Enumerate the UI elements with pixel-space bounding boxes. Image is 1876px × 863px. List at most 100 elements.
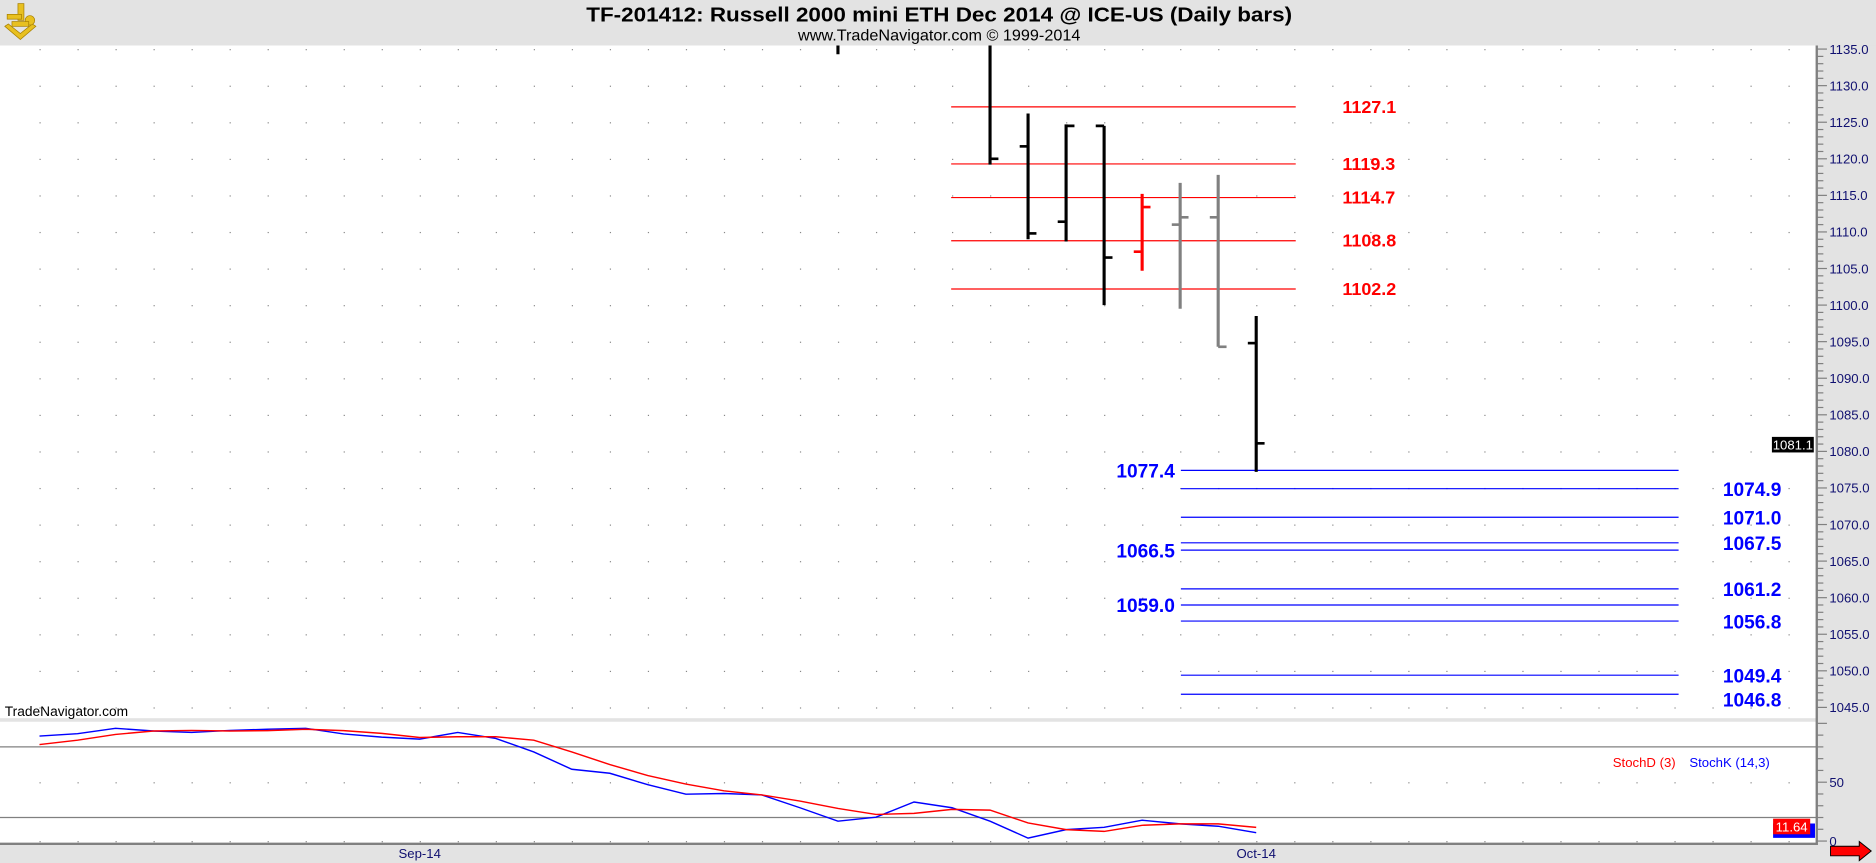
grid-dot (305, 782, 307, 784)
grid-dot (495, 597, 497, 599)
grid-dot (1256, 195, 1258, 197)
grid-dot (229, 524, 231, 526)
grid-dot (1408, 305, 1410, 307)
grid-dot (1712, 561, 1714, 563)
grid-dot (457, 451, 459, 453)
grid-dot (1066, 414, 1068, 417)
grid-dot (1332, 707, 1334, 709)
grid-dot (647, 841, 650, 843)
grid-dot (191, 122, 193, 124)
grid-dot (1408, 158, 1410, 160)
grid-dot (1142, 634, 1144, 636)
grid-dot (571, 231, 573, 234)
ohlc-bar (1171, 182, 1189, 309)
grid-dot (799, 524, 802, 526)
grid-dot (875, 195, 878, 197)
grid-dot (837, 707, 840, 709)
grid-dot (1370, 634, 1372, 636)
grid-dot (533, 85, 535, 87)
grid-dot (723, 670, 726, 673)
grid-dot (571, 707, 573, 709)
grid-dot (1636, 670, 1638, 673)
grid-dot (609, 524, 612, 526)
grid-dot (1408, 341, 1410, 343)
grid-dot (799, 634, 802, 636)
grid-dot (875, 597, 878, 599)
grid-dot (571, 305, 573, 307)
scroll-right-button[interactable] (1830, 840, 1872, 862)
grid-dot (1408, 85, 1410, 87)
grid-dot (39, 378, 41, 380)
grid-dot (1294, 49, 1296, 51)
grid-dot (1104, 85, 1106, 87)
grid-dot (1218, 158, 1220, 160)
grid-dot (761, 634, 764, 636)
grid-dot (952, 487, 954, 490)
grid-dot (1560, 561, 1562, 563)
grid-dot (1598, 634, 1600, 636)
grid-dot (229, 487, 231, 490)
grid-dot (1598, 341, 1600, 343)
grid-dot (990, 707, 992, 709)
red-arrow-right-icon[interactable] (1830, 840, 1872, 862)
grid-dot (495, 305, 497, 307)
grid-dot (1180, 782, 1182, 784)
grid-dot (1712, 195, 1714, 197)
grid-dot (1522, 414, 1524, 417)
grid-dot (609, 122, 612, 124)
grid-dot (1408, 231, 1410, 234)
grid-dot (609, 782, 612, 784)
grid-dot (1218, 597, 1220, 599)
grid-dot (1142, 841, 1144, 843)
grid-dot (1750, 841, 1752, 843)
ohlc-bar (988, 45, 999, 165)
grid-dot (229, 195, 231, 197)
grid-dot (1142, 561, 1144, 563)
grid-dot (1750, 85, 1752, 87)
price-pane[interactable] (0, 45, 1817, 719)
stochD-line (39, 728, 1257, 833)
grid-dot (723, 122, 726, 124)
grid-dot (77, 561, 79, 563)
grid-dot (343, 231, 345, 234)
grid-dot (952, 85, 954, 87)
grid-dot (267, 378, 269, 380)
grid-dot (761, 782, 764, 784)
grid-dot (1484, 524, 1486, 526)
grid-dot (1294, 268, 1296, 270)
grid-dot (153, 597, 155, 599)
grid-dot (609, 231, 612, 234)
grid-dot (1408, 707, 1410, 709)
grid-dot (39, 85, 41, 87)
grid-dot (1522, 378, 1524, 380)
grid-dot (115, 85, 117, 87)
grid-dot (1522, 158, 1524, 160)
price-axis[interactable]: 1135.0 1130.0 1125.0 1120.0 1115.0 1110.0 1105… (1817, 42, 1876, 849)
grid-dot (1750, 487, 1752, 490)
grid-dot (685, 841, 688, 843)
grid-dot (1560, 670, 1562, 673)
grid-dot (1408, 634, 1410, 636)
grid-dot (77, 49, 79, 51)
grid-dot (533, 414, 535, 417)
stochastic-pane[interactable] (0, 721, 1817, 844)
grid-dot (1256, 305, 1258, 307)
grid-dot (1446, 782, 1448, 784)
grid-dot (1332, 597, 1334, 599)
grid-dot (1598, 122, 1600, 124)
grid-dot (1370, 707, 1372, 709)
grid-dot (1712, 597, 1714, 599)
grid-dot (1636, 49, 1638, 51)
grid-dot (419, 670, 421, 673)
grid-dot (1180, 707, 1182, 709)
grid-dot (1446, 670, 1448, 673)
grid-dot (191, 49, 193, 51)
grid-dot (1484, 268, 1486, 270)
grid-dot (609, 670, 612, 673)
grid-dot (457, 524, 459, 526)
grid-dot (837, 841, 840, 843)
grid-dot (1522, 451, 1524, 453)
grid-dot (990, 561, 992, 563)
grid-dot (39, 561, 41, 563)
grid-dot (267, 561, 269, 563)
